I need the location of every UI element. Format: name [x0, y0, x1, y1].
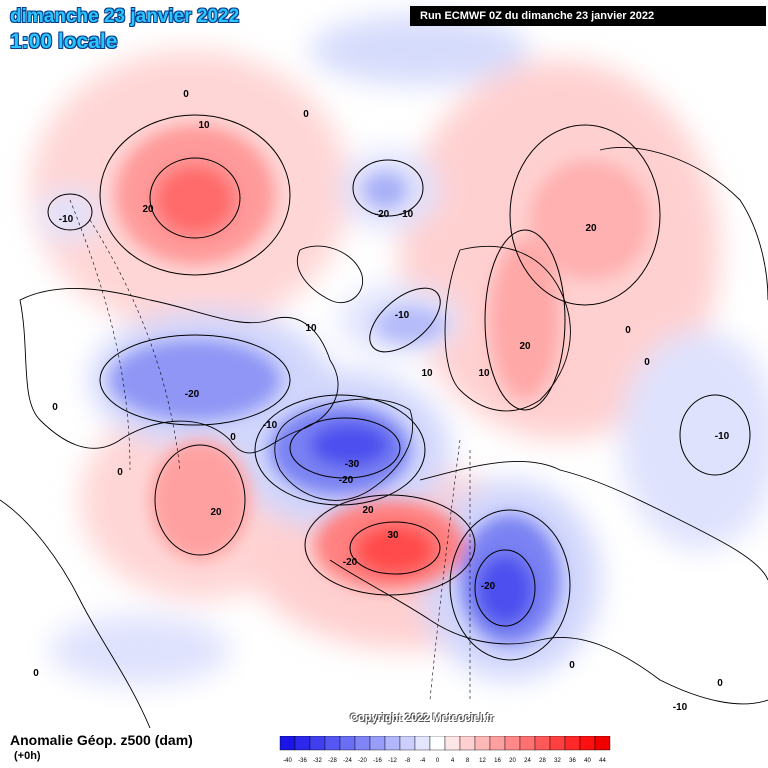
legend-tick-label: 40	[584, 758, 591, 764]
contour-label: 0	[230, 432, 236, 443]
legend-tick-label: 36	[569, 758, 576, 764]
contour-label: 10	[305, 323, 317, 334]
legend-swatch	[489, 736, 506, 751]
contour-label: 0	[625, 325, 631, 336]
contour-label: 20	[585, 223, 597, 234]
legend-swatch	[504, 736, 521, 751]
legend-tick-label: 20	[509, 758, 516, 764]
map-caption: Anomalie Géop. z500 (dam)	[10, 732, 193, 748]
run-banner: Run ECMWF 0Z du dimanche 23 janvier 2022	[410, 6, 766, 26]
legend-swatch	[309, 736, 326, 751]
legend-tick-label: -40	[283, 758, 292, 764]
contour-label: 0	[569, 660, 575, 671]
date-title: dimanche 23 janvier 2022	[10, 6, 240, 27]
color-scale-legend: -40 -36 -32 -28 -24 -20 -16 -12 -8 -4 0 4 8 12 16 20 24 2…	[279, 736, 611, 764]
legend-swatch	[324, 736, 341, 751]
legend-tick-label: 24	[524, 758, 531, 764]
legend-tick-label: -24	[343, 758, 352, 764]
legend-tick-label: -4	[420, 758, 426, 764]
legend-tick-label: -32	[313, 758, 322, 764]
contour-label: 0	[644, 357, 650, 368]
legend-swatch	[279, 736, 296, 751]
contour-label: 20	[210, 507, 222, 518]
legend-swatch	[294, 736, 311, 751]
legend-swatch	[459, 736, 476, 751]
contour-label: -10	[263, 420, 278, 431]
contour-label: -10	[395, 310, 410, 321]
contour-label: -10	[715, 431, 730, 442]
contour-label: -20	[339, 475, 354, 486]
contour-label: 0	[52, 402, 58, 413]
legend-swatch	[534, 736, 551, 751]
contour-label: 20	[519, 341, 531, 352]
contour-label: -20	[375, 209, 390, 220]
legend-swatch	[564, 736, 581, 751]
contour-label: 0	[717, 678, 723, 689]
legend-swatch	[354, 736, 371, 751]
legend-tick-label: 8	[466, 758, 470, 764]
legend-tick-label: -12	[388, 758, 397, 764]
contour-label: -20	[481, 581, 496, 592]
contour-label: -10	[399, 209, 414, 220]
contour-label: -10	[673, 702, 688, 713]
legend-tick-label: 44	[599, 758, 606, 764]
contour-label: 10	[198, 120, 210, 131]
contour-label: 20	[142, 204, 154, 215]
legend-tick-label: 32	[554, 758, 561, 764]
forecast-step: (+0h)	[14, 750, 41, 762]
legend-swatch	[399, 736, 416, 751]
anomaly-map: 0 10 0 -10 20 -20 -10 20 0 0 -10 10 10 2…	[0, 15, 768, 728]
legend-tick-label: -36	[298, 758, 307, 764]
legend-tick-label: -28	[328, 758, 337, 764]
legend-swatch	[384, 736, 401, 751]
contour-label: 0	[33, 668, 39, 679]
contour-label: -10	[59, 214, 74, 225]
contour-label: -20	[185, 389, 200, 400]
legend-tick-label: -20	[358, 758, 367, 764]
anomaly-fill-strong	[110, 125, 650, 645]
graticule	[69, 199, 471, 701]
legend-swatch	[369, 736, 386, 751]
legend-swatch	[519, 736, 536, 751]
legend-swatch	[429, 736, 446, 751]
contour-label: 30	[387, 530, 399, 541]
legend-tick-label: 12	[479, 758, 486, 764]
legend-swatch	[579, 736, 596, 751]
copyright-text: Copyright 2022 Meteociel.fr	[350, 712, 494, 724]
legend-swatch	[594, 736, 611, 751]
legend-tick-label: 0	[436, 758, 440, 764]
contour-label: -30	[345, 459, 360, 470]
contour-label: -20	[343, 557, 358, 568]
contour-label: 0	[303, 109, 309, 120]
legend-tick-label: -16	[373, 758, 382, 764]
contour-label: 0	[183, 89, 189, 100]
contour-label: 20	[362, 505, 374, 516]
legend-swatch	[474, 736, 491, 751]
legend-swatch	[414, 736, 431, 751]
coastlines	[0, 147, 768, 728]
contour-lines	[47, 114, 751, 661]
legend-tick-label: 28	[539, 758, 546, 764]
legend-tick-label: 4	[451, 758, 455, 764]
contour-label: 0	[117, 467, 123, 478]
legend-swatch	[339, 736, 356, 751]
time-title: 1:00 locale	[10, 30, 118, 53]
contour-label-group: 0 10 0 -10 20 -20 -10 20 0 0 -10 10 10 2…	[33, 89, 729, 713]
legend-tick-label: 16	[494, 758, 501, 764]
legend-swatch	[444, 736, 461, 751]
contour-label: 10	[421, 368, 433, 379]
contour-label: 10	[478, 368, 490, 379]
legend-tick-label: -8	[405, 758, 411, 764]
legend-swatch	[549, 736, 566, 751]
